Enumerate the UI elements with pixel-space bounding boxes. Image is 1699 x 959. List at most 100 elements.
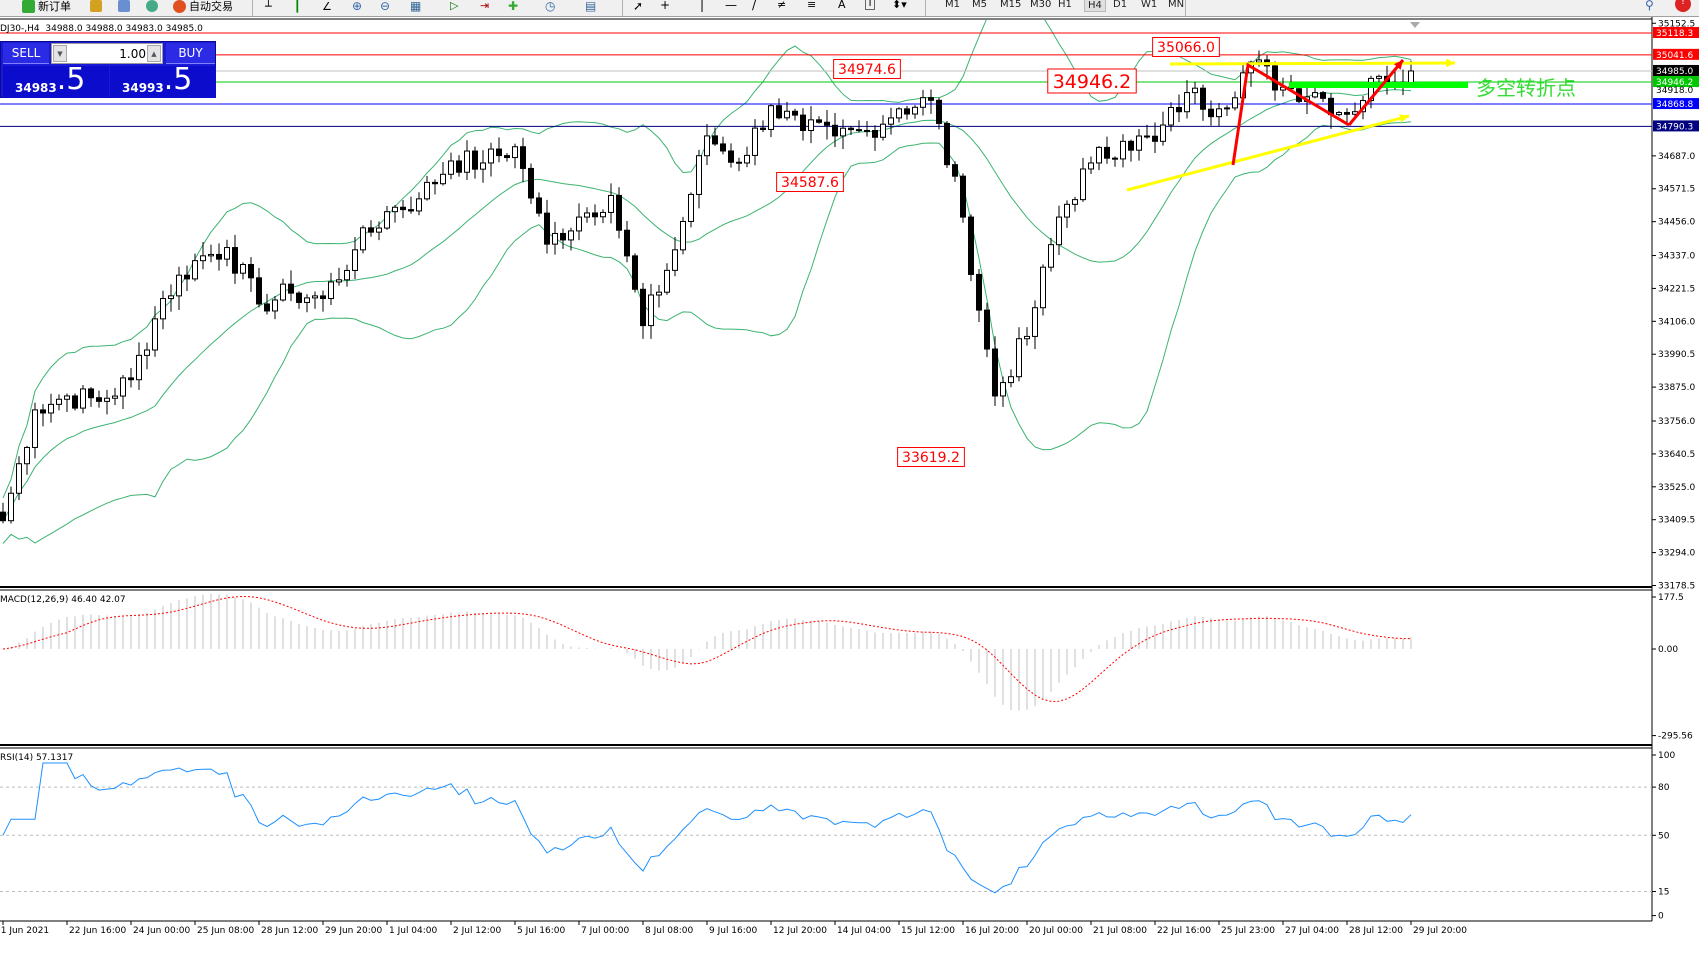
- timeframe-h4[interactable]: H4: [1084, 0, 1106, 12]
- rsi-tick-label: 100: [1658, 751, 1675, 761]
- candle-body: [1048, 244, 1054, 268]
- candle-body: [752, 127, 758, 156]
- timeframe-mn[interactable]: MN: [1168, 0, 1185, 10]
- line-chart-icon[interactable]: ∠: [322, 0, 332, 13]
- timeframe-w1[interactable]: W1: [1141, 0, 1158, 10]
- candle-body: [856, 129, 862, 132]
- price-label-bg: [1653, 98, 1699, 110]
- time-tick-label: 29 Jul 20:00: [1413, 926, 1467, 936]
- macd-label: MACD(12,26,9) 46.40 42.07: [0, 595, 126, 605]
- candle-body: [712, 135, 718, 145]
- candle-body: [888, 117, 894, 125]
- timeframe-m30[interactable]: M30: [1030, 0, 1052, 10]
- price-tick-label: 33525.0: [1658, 483, 1695, 493]
- chart-shift-icon[interactable]: ▷: [450, 0, 459, 12]
- timeframe-d1[interactable]: D1: [1113, 0, 1128, 10]
- candle-body: [168, 295, 174, 300]
- time-tick-label: 25 Jun 08:00: [197, 926, 254, 936]
- resistance-arrow-head: [1445, 58, 1455, 68]
- timeframe-m5[interactable]: M5: [972, 0, 987, 10]
- candle-body: [520, 146, 526, 169]
- bar-chart-icon[interactable]: ┴: [265, 0, 272, 13]
- fibonacci-icon[interactable]: ≡: [807, 0, 817, 11]
- arrows-icon[interactable]: ⬍▾: [892, 0, 907, 11]
- candle-body: [48, 403, 54, 414]
- time-tick-label: 20 Jul 00:00: [1029, 926, 1083, 936]
- lot-decrease-button[interactable]: ▼: [53, 45, 67, 62]
- equidistant-channel-icon[interactable]: ≠: [777, 0, 787, 11]
- market-watch-icon[interactable]: [90, 0, 102, 12]
- candle-body: [352, 249, 358, 271]
- price-label-bg: [1653, 120, 1699, 132]
- time-tick-label: 29 Jun 20:00: [325, 926, 382, 936]
- time-tick-label: 28 Jul 12:00: [1349, 926, 1403, 936]
- candle-body: [72, 395, 78, 409]
- candle-body: [1000, 382, 1006, 397]
- timeframe-m1[interactable]: M1: [945, 0, 960, 10]
- lot-increase-button[interactable]: ▲: [147, 45, 161, 62]
- lot-size-input[interactable]: [68, 45, 146, 62]
- zoom-in-icon[interactable]: ⊕: [352, 0, 363, 13]
- candle-body: [1144, 135, 1150, 138]
- indicators-icon[interactable]: ✚: [508, 0, 519, 13]
- timeframe-m15[interactable]: M15: [1000, 0, 1022, 10]
- candle-body: [840, 127, 846, 137]
- macd-tick-label: -295.56: [1658, 732, 1693, 742]
- buy-price[interactable]: 34993.5: [110, 65, 216, 98]
- candle-body: [1008, 376, 1014, 384]
- timeframe-h1[interactable]: H1: [1058, 0, 1072, 10]
- candlestick-icon[interactable]: ┃: [294, 0, 301, 13]
- candle-body: [928, 97, 934, 101]
- text-label-icon[interactable]: T: [865, 0, 876, 10]
- sell-button[interactable]: SELL: [3, 43, 49, 64]
- candle-body: [136, 354, 142, 381]
- zigzag-arrow-head: [1393, 60, 1403, 70]
- resistance-arrow: [1169, 61, 1456, 66]
- candle-body: [432, 181, 438, 185]
- candle-body: [1112, 157, 1118, 160]
- cursor-icon[interactable]: ➚: [633, 0, 644, 13]
- horizontal-line-icon[interactable]: —: [725, 0, 737, 12]
- periods-icon[interactable]: ◷: [545, 0, 556, 13]
- candle-body: [704, 135, 710, 157]
- candle-body: [320, 295, 326, 300]
- candle-body: [128, 377, 134, 381]
- autoscroll-icon[interactable]: ⇥: [480, 0, 490, 12]
- candle-body: [1032, 307, 1038, 337]
- candle-body: [1176, 106, 1182, 113]
- price-annotation-box: [776, 172, 844, 192]
- sell-price[interactable]: 34983.5: [3, 65, 109, 98]
- auto-trading-button[interactable]: 自动交易: [173, 0, 233, 15]
- navigator-icon[interactable]: [118, 0, 130, 12]
- candle-body: [160, 298, 166, 320]
- bollinger-lower: [2, 121, 1412, 544]
- candle-body: [56, 398, 62, 405]
- vertical-line-icon[interactable]: |: [700, 0, 705, 12]
- text-icon[interactable]: A: [838, 0, 846, 11]
- candle-body: [336, 279, 342, 283]
- signals-icon[interactable]: [146, 0, 158, 12]
- zoom-out-icon[interactable]: ⊖: [380, 0, 391, 13]
- candle-body: [1320, 92, 1326, 99]
- notification-icon[interactable]: !: [1675, 0, 1691, 12]
- price-chart[interactable]: 35152.5 34687.0 34571.5 34456.0 34337.0 34221…: [0, 17, 1699, 959]
- candle-body: [992, 348, 998, 397]
- candle-body: [1056, 216, 1062, 246]
- tile-windows-icon[interactable]: ▦: [410, 0, 422, 13]
- candle-body: [1120, 140, 1126, 160]
- price-annotation: 34587.6: [781, 175, 839, 191]
- crosshair-icon[interactable]: +: [660, 0, 671, 12]
- buy-button[interactable]: BUY: [166, 43, 215, 64]
- price-line-label: 35118.3: [1656, 29, 1693, 39]
- time-tick-label: 7 Jul 00:00: [581, 926, 630, 936]
- new-order-button[interactable]: 新订单: [22, 0, 71, 15]
- candle-body: [528, 167, 534, 199]
- templates-icon[interactable]: ▤: [585, 0, 597, 13]
- auto-trading-icon: [173, 0, 186, 13]
- candle-body: [392, 206, 398, 213]
- candle-body: [88, 388, 94, 399]
- trendline-icon[interactable]: /: [752, 0, 757, 12]
- candle-body: [664, 269, 670, 293]
- macd-tick-label: 0.00: [1658, 645, 1678, 655]
- search-icon[interactable]: ⚲: [1645, 0, 1654, 12]
